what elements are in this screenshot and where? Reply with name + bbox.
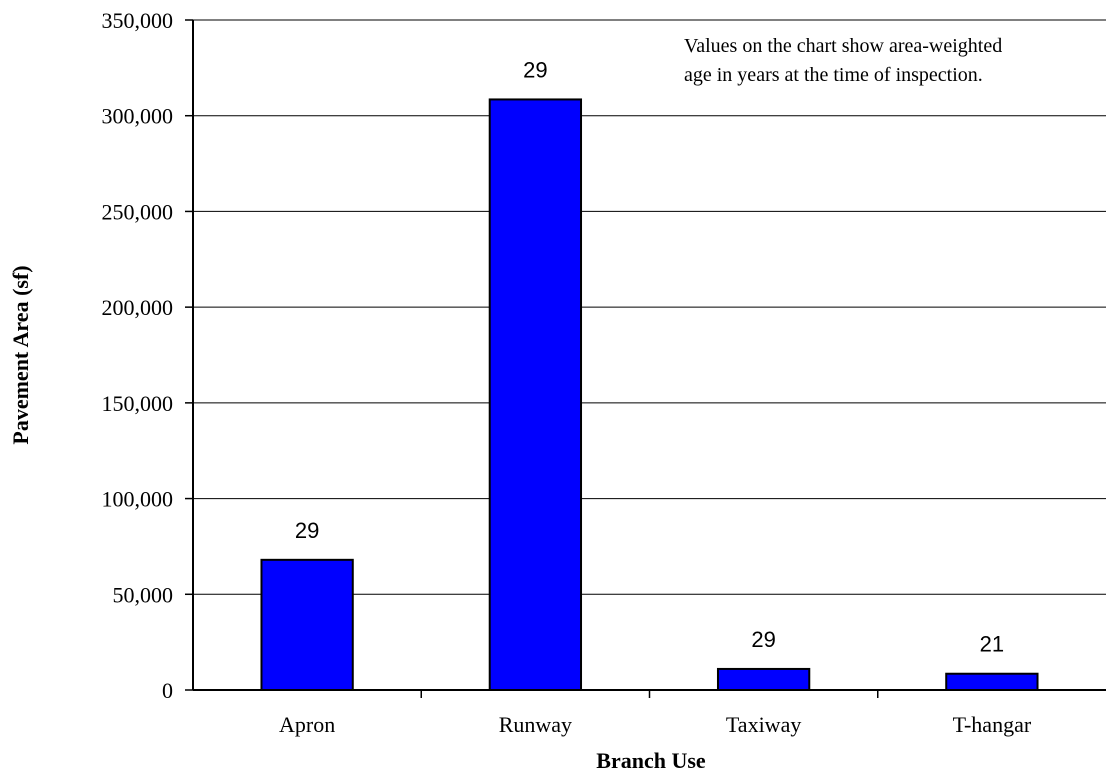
x-axis-title: Branch Use (596, 748, 706, 773)
y-tick-labels: 0 50,000 100,000 150,000 200,000 250,000 300,0… (102, 8, 174, 703)
y-tick-label: 150,000 (102, 391, 174, 416)
y-tick-label: 100,000 (102, 487, 174, 512)
data-label: 21 (980, 632, 1004, 657)
data-labels: 29 29 29 21 (295, 57, 1004, 656)
y-tick-label: 300,000 (102, 104, 174, 129)
bar-t-hangar (945, 672, 1039, 692)
bar-runway (488, 98, 583, 691)
y-tick-label: 200,000 (102, 295, 174, 320)
x-tick-label: T-hangar (953, 712, 1032, 737)
annotation-line-2: age in years at the time of inspection. (684, 64, 983, 86)
y-axis-title: Pavement Area (sf) (8, 265, 33, 444)
bar-apron (260, 558, 354, 691)
y-tick-label: 50,000 (113, 582, 174, 607)
data-label: 29 (751, 627, 775, 652)
axes (185, 19, 1106, 698)
y-tick-label: 250,000 (102, 199, 174, 224)
x-tick-label: Apron (279, 712, 335, 737)
bars (260, 98, 1039, 692)
y-tick-label: 0 (162, 678, 173, 703)
y-tick-label: 350,000 (102, 8, 174, 33)
x-tick-labels: Apron Runway Taxiway T-hangar (279, 712, 1032, 737)
annotation-line-1: Values on the chart show area-weighted (684, 35, 1002, 57)
bar-taxiway (716, 667, 811, 692)
x-tick-label: Taxiway (726, 712, 801, 737)
data-label: 29 (523, 57, 547, 82)
x-tick-label: Runway (499, 712, 572, 737)
gridlines (193, 19, 1106, 595)
data-label: 29 (295, 518, 319, 543)
